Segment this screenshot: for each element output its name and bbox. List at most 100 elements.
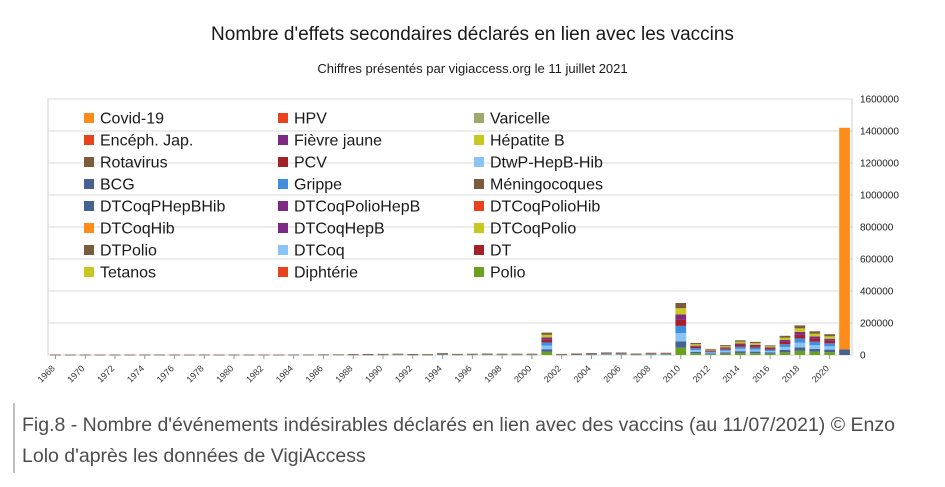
bar-segment <box>675 303 687 309</box>
legend-label: Fièvre jaune <box>294 133 382 150</box>
bar-segment <box>749 353 761 355</box>
bar-segment <box>675 325 687 334</box>
bar-segment <box>541 337 553 340</box>
legend-swatch <box>278 135 288 145</box>
x-tick-label: 1994 <box>423 363 444 384</box>
legend-label: DtwP-HepB-Hib <box>490 155 603 172</box>
legend-swatch <box>84 179 94 189</box>
bar-segment <box>541 334 553 338</box>
x-tick-label: 2010 <box>661 363 682 384</box>
x-tick-label: 2020 <box>810 363 831 384</box>
legend-label: Diphtérie <box>294 265 358 282</box>
y-tick-label: 1400000 <box>860 127 899 138</box>
bar-segment <box>675 319 687 326</box>
bar-segment <box>734 348 746 352</box>
x-tick-label: 1974 <box>125 363 146 384</box>
bar-segment <box>779 346 791 351</box>
bar-segment <box>734 343 746 345</box>
x-tick-label: 1976 <box>155 363 176 384</box>
legend-swatch <box>84 267 94 277</box>
figure-caption: Fig.8 - Nombre d'événements indésirables… <box>22 414 895 467</box>
bar-segment <box>779 340 791 342</box>
bar-segment <box>690 349 702 352</box>
bar-segment <box>764 353 776 355</box>
legend-swatch <box>84 245 94 255</box>
bar-segment <box>720 350 731 353</box>
chart-subtitle: Chiffres présentés par vigiaccess.org le… <box>317 61 628 76</box>
bar-segment <box>839 349 850 355</box>
legend-label: DTCoqPHepBHib <box>100 199 225 216</box>
legend-label: Covid-19 <box>100 111 164 128</box>
bar-segment <box>749 344 761 347</box>
bar-segment <box>705 351 716 353</box>
bar-segment <box>824 349 836 353</box>
bar-segment <box>779 335 791 338</box>
legend-swatch <box>84 135 94 145</box>
bar-segment <box>734 341 746 344</box>
bar-segment <box>764 348 776 350</box>
legend-swatch <box>278 223 288 233</box>
x-tick-label: 2008 <box>631 363 652 384</box>
bar-segment <box>675 308 687 315</box>
stacked-bar-chart: 0 200000 400000 600000 800000 1000000 1200000 1… <box>36 95 900 385</box>
x-tick-label: 2006 <box>601 363 622 384</box>
bar-segment <box>720 349 731 351</box>
legend-label: DTCoqHib <box>100 221 175 238</box>
bar-segment <box>749 346 761 348</box>
bar-segment <box>690 346 702 349</box>
bar-segment <box>541 345 553 350</box>
bar-segment <box>764 345 776 347</box>
bar-segment <box>734 352 746 355</box>
bar-segment <box>541 339 553 343</box>
bar-segment <box>824 343 836 347</box>
legend-label: Tetanos <box>100 265 156 282</box>
bar-segment <box>809 336 821 339</box>
x-tick-label: 1970 <box>65 363 86 384</box>
bar-segment <box>690 348 702 350</box>
bar-segment <box>720 348 731 350</box>
y-tick-label: 1000000 <box>860 191 899 202</box>
bar-segment <box>824 336 836 339</box>
legend-label: PCV <box>294 155 327 172</box>
x-tick-label: 2018 <box>780 363 801 384</box>
bar-segment <box>749 341 761 344</box>
bar-segment <box>794 325 806 329</box>
chart-title: Nombre d'effets secondaires déclarés en … <box>211 24 734 45</box>
y-tick-label: 400000 <box>860 287 894 298</box>
bar-segment <box>705 349 716 351</box>
bar-segment <box>824 346 836 350</box>
bar-segment <box>675 333 687 342</box>
legend-swatch <box>278 267 288 277</box>
legend-swatch <box>474 135 484 145</box>
bar-segment <box>824 340 836 344</box>
bar-segment <box>809 341 821 346</box>
bar-segment <box>690 351 702 354</box>
x-tick-label: 1986 <box>304 363 325 384</box>
bar-segment <box>809 331 821 334</box>
legend-swatch <box>474 267 484 277</box>
legend-label: Polio <box>490 265 526 282</box>
bar-segment <box>734 351 746 353</box>
bar-segment <box>734 340 746 342</box>
bar-segment <box>675 347 687 355</box>
bar-segment <box>675 314 687 320</box>
legend-label: DTCoqPolio <box>490 221 576 238</box>
legend-label: DTCoqPolioHepB <box>294 199 420 216</box>
bar-segment <box>794 342 806 348</box>
bar-segment <box>794 334 806 339</box>
x-tick-label: 1998 <box>482 363 503 384</box>
bar-segment <box>779 337 791 341</box>
y-tick-label: 800000 <box>860 223 894 234</box>
bar-segment <box>690 353 702 355</box>
bar-segment <box>809 338 821 342</box>
y-tick-label: 1600000 <box>860 95 899 106</box>
x-tick-label: 1972 <box>95 363 116 384</box>
bar-segment <box>779 352 791 355</box>
bar-segment <box>541 349 553 352</box>
x-tick-label: 1968 <box>36 363 57 384</box>
legend-swatch <box>474 245 484 255</box>
x-tick-label: 1982 <box>244 363 265 384</box>
bar-segment <box>794 328 806 332</box>
legend-label: Hépatite B <box>490 133 565 150</box>
bar-segment <box>764 350 776 353</box>
